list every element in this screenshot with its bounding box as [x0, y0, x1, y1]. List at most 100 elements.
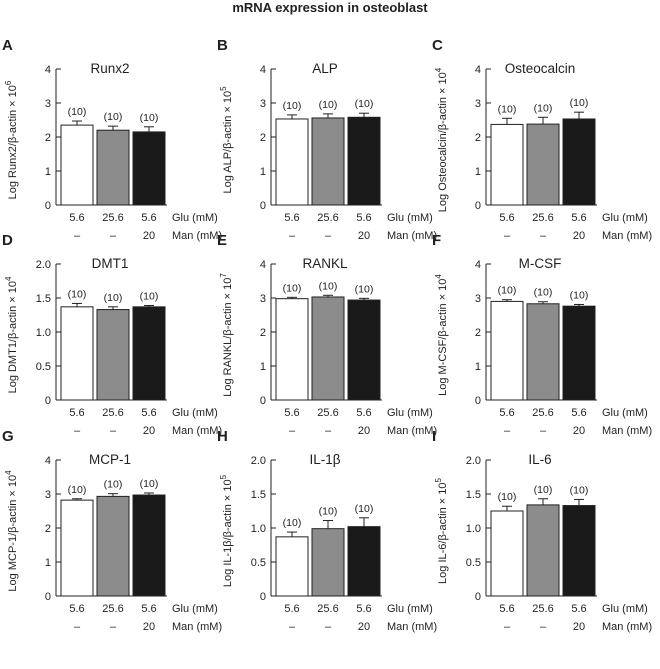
bar	[526, 123, 560, 206]
glu-value: 5.6	[499, 603, 514, 615]
man-value: 20	[143, 230, 155, 242]
n-label: (10)	[498, 103, 517, 115]
y-tick-label: 0	[45, 200, 51, 212]
bar	[132, 494, 166, 597]
y-tick-label: 2.0	[466, 455, 481, 467]
y-tick-label: 2	[45, 132, 51, 144]
y-tick-label: 3	[260, 293, 266, 305]
y-tick-label: 0	[475, 591, 481, 603]
n-label: (10)	[570, 97, 589, 109]
man-value: –	[504, 425, 511, 437]
glu-value: 5.6	[571, 603, 586, 615]
panels: A Runx2 Log Runx2/β-actin × 106 0 1 2 3 4 (10) (1…	[2, 37, 652, 633]
n-label: (10)	[570, 289, 589, 301]
bar	[347, 299, 381, 401]
panel-letter: I	[432, 428, 436, 445]
bar	[311, 528, 345, 597]
y-tick-label: 3	[475, 293, 481, 305]
panel-f: F M-CSF Log M-CSF/β-actin × 104 0 1 2 3 4 (10) (1…	[432, 232, 652, 437]
y-tick-label: 1	[45, 557, 51, 569]
y-tick-label: 2	[475, 132, 481, 144]
glu-value: 25.6	[102, 407, 123, 419]
y-tick-label: 1	[260, 166, 266, 178]
n-label: (10)	[534, 102, 553, 114]
n-label: (10)	[570, 484, 589, 496]
glu-value: 25.6	[317, 212, 338, 224]
n-label: (10)	[355, 98, 374, 110]
man-value: –	[74, 425, 81, 437]
glu-value: 5.6	[284, 407, 299, 419]
y-tick-label: 2.0	[36, 259, 51, 271]
panel-letter: B	[217, 37, 228, 54]
y-tick-label: 2.0	[251, 455, 266, 467]
glu-value: 25.6	[317, 603, 338, 615]
y-tick-label: 4	[475, 259, 481, 271]
n-label: (10)	[68, 484, 87, 496]
bar	[562, 305, 596, 401]
y-axis-label: Log Runx2/β-actin × 106	[4, 80, 19, 199]
n-label: (10)	[283, 100, 302, 112]
bar	[490, 123, 524, 206]
y-tick-label: 3	[45, 489, 51, 501]
bar	[60, 499, 94, 597]
panel-letter: H	[217, 428, 228, 445]
bar	[526, 504, 560, 597]
n-label: (10)	[534, 484, 553, 496]
glu-value: 5.6	[499, 212, 514, 224]
man-unit: Man (mM)	[387, 230, 437, 242]
man-unit: Man (mM)	[387, 425, 437, 437]
n-label: (10)	[104, 111, 123, 123]
n-label: (10)	[283, 517, 302, 529]
glu-unit: Glu (mM)	[602, 407, 648, 419]
glu-value: 5.6	[141, 407, 156, 419]
man-unit: Man (mM)	[602, 230, 652, 242]
n-label: (10)	[319, 99, 338, 111]
y-tick-label: 3	[260, 98, 266, 110]
y-tick-label: 2	[260, 132, 266, 144]
glu-value: 5.6	[571, 212, 586, 224]
panel-title: MCP-1	[89, 452, 131, 467]
man-value: –	[540, 230, 547, 242]
panel-title: IL-6	[528, 452, 551, 467]
y-tick-label: 4	[475, 64, 481, 76]
man-value: –	[504, 230, 511, 242]
y-tick-label: 0	[260, 200, 266, 212]
man-value: 20	[573, 621, 585, 633]
man-value: –	[74, 621, 81, 633]
glu-value: 5.6	[356, 212, 371, 224]
y-tick-label: 1	[260, 361, 266, 373]
y-tick-label: 0.5	[466, 557, 481, 569]
glu-value: 5.6	[69, 212, 84, 224]
bar	[347, 526, 381, 597]
n-label: (10)	[104, 292, 123, 304]
glu-unit: Glu (mM)	[602, 212, 648, 224]
man-value: –	[289, 230, 296, 242]
man-value: 20	[143, 621, 155, 633]
n-label: (10)	[140, 478, 159, 490]
y-axis-label: Log IL-1β/β-actin × 105	[219, 474, 234, 587]
panel-title: Runx2	[90, 61, 129, 76]
y-tick-label: 2	[475, 327, 481, 339]
bar	[562, 118, 596, 206]
y-tick-label: 2	[45, 523, 51, 535]
panel-d: D DMT1 Log DMT1/β-actin × 104 0 0.5 1.0 1.5 2.0…	[2, 232, 222, 437]
y-tick-label: 0	[45, 591, 51, 603]
y-tick-label: 0	[475, 395, 481, 407]
panel-title: M-CSF	[519, 256, 562, 271]
man-value: –	[325, 621, 332, 633]
y-tick-label: 0.5	[251, 557, 266, 569]
man-value: –	[540, 621, 547, 633]
panel-b: B ALP Log ALP/β-actin × 105 0 1 2 3 4 (10) (10) (1…	[217, 37, 437, 242]
glu-value: 5.6	[69, 603, 84, 615]
glu-unit: Glu (mM)	[602, 603, 648, 615]
man-unit: Man (mM)	[602, 425, 652, 437]
panel-e: E RANKL Log RANKL/β-actin × 107 0 1 2 3 4 (10) (1…	[217, 232, 437, 437]
n-label: (10)	[319, 280, 338, 292]
bar	[275, 536, 309, 597]
n-label: (10)	[355, 503, 374, 515]
y-axis-label: Log ALP/β-actin × 105	[219, 86, 234, 194]
panel-letter: A	[2, 37, 13, 54]
glu-value: 5.6	[284, 603, 299, 615]
n-label: (10)	[68, 106, 87, 118]
panel-letter: G	[2, 428, 14, 445]
